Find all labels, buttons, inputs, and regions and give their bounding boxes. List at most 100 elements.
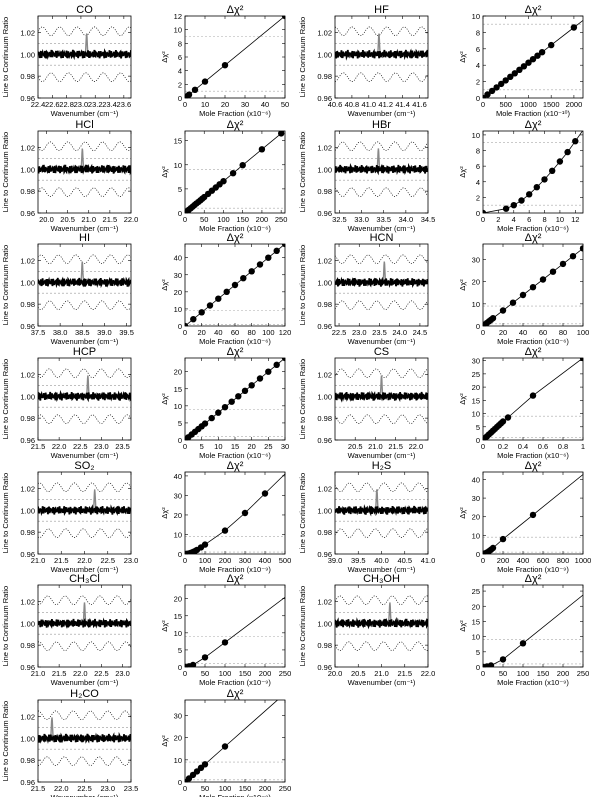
- data-point: [248, 268, 255, 275]
- spectrum-data-line: [335, 276, 428, 289]
- x-tick-label: 20.5: [60, 215, 75, 224]
- y-axis-label: Line to Continuum Ratio: [1, 245, 10, 325]
- panel-title: CS: [374, 346, 389, 358]
- data-point: [240, 275, 247, 282]
- x-tick-label: 200: [219, 556, 232, 565]
- plot-area: [483, 131, 583, 213]
- x-tick-label: 50: [200, 215, 208, 224]
- noise-envelope-lower: [38, 414, 131, 424]
- x-tick-label: 0.2: [498, 442, 508, 451]
- delta-chi2-curve: [185, 473, 285, 554]
- data-point: [190, 316, 197, 323]
- x-tick-label: 400: [259, 556, 272, 565]
- y-tick-label: 1.02: [20, 712, 35, 721]
- y-tick-label: 0.96: [317, 94, 332, 103]
- y-tick-label: 0: [476, 94, 480, 103]
- data-point: [221, 639, 229, 646]
- x-tick-label: 0: [481, 556, 485, 565]
- data-point: [484, 91, 491, 98]
- data-point: [256, 261, 264, 268]
- y-tick-label: 0: [178, 436, 182, 445]
- x-tick-label: 0: [481, 669, 485, 678]
- x-tick-label: 2000: [566, 100, 583, 109]
- plot-area: [335, 141, 428, 197]
- data-point: [185, 322, 189, 326]
- y-axis-label: Line to Continuum Ratio: [298, 245, 307, 325]
- data-point: [529, 392, 537, 399]
- y-tick-label: 4: [476, 178, 480, 187]
- x-tick-label: 20.5: [348, 442, 363, 451]
- y-tick-label: 20: [174, 368, 182, 377]
- x-axis-label: Wavenumber (cm⁻¹): [348, 337, 416, 346]
- x-tick-label: 0.6: [538, 442, 548, 451]
- panel-H2CO-delta-chi2: Δχ² 0 50 100 150 200 250 0 10 20 30 Mole Fraction (…: [160, 688, 291, 797]
- data-point: [499, 656, 507, 663]
- data-point: [533, 184, 540, 191]
- x-tick-label: 38.0: [53, 328, 68, 337]
- data-point: [261, 490, 269, 497]
- data-point: [538, 49, 546, 56]
- spectrum-data-line: [335, 616, 428, 630]
- x-tick-label: 21.5: [52, 669, 67, 678]
- y-tick-label: 5: [178, 646, 182, 655]
- x-tick-label: 2: [496, 215, 500, 224]
- spectrum-data-line: [38, 617, 131, 629]
- x-tick-label: 23.0: [124, 556, 139, 565]
- data-point: [526, 191, 533, 198]
- x-tick-label: 33.0: [354, 215, 369, 224]
- y-tick-label: 20: [174, 734, 182, 743]
- data-point: [221, 404, 229, 411]
- x-tick-label: 60: [539, 328, 547, 337]
- y-axis-label: Δχ²: [160, 279, 169, 291]
- x-tick-label: 23.5: [124, 784, 139, 793]
- data-point: [223, 288, 230, 295]
- axes-frame: [37, 584, 132, 668]
- y-tick-label: 1.02: [317, 370, 332, 379]
- data-point: [549, 268, 557, 275]
- data-point: [258, 146, 266, 153]
- y-tick-label: 0: [476, 663, 480, 672]
- x-tick-label: 60: [231, 328, 239, 337]
- y-tick-label: 1.00: [317, 278, 332, 287]
- y-tick-label: 20: [472, 278, 480, 287]
- data-point: [549, 167, 556, 174]
- y-tick-label: 30: [472, 256, 480, 265]
- data-point: [493, 84, 500, 91]
- noise-envelope-upper: [38, 710, 131, 721]
- y-tick-label: 0.96: [317, 550, 332, 559]
- panel-title: CH₃Cl: [69, 573, 100, 585]
- panel-title: Δχ²: [227, 573, 244, 585]
- axes-frame: [482, 130, 584, 214]
- x-tick-label: 23.4: [102, 100, 117, 109]
- noise-envelope-upper: [38, 368, 131, 379]
- x-tick-label: 0: [183, 100, 187, 109]
- spectrum-data-line: [335, 390, 428, 403]
- panel-title: Δχ²: [227, 688, 244, 700]
- data-point: [520, 63, 528, 70]
- panel-CH3OH-spectrum: CH₃OH 20.0 20.5 21.0 21.5 22.0 0.96 0.98 1.00 1.0…: [298, 573, 435, 687]
- x-tick-label: 22.5: [77, 784, 92, 793]
- y-tick-label: 1.02: [317, 484, 332, 493]
- plot-area: [185, 358, 285, 440]
- x-tick-label: 0: [183, 442, 187, 451]
- data-point: [239, 162, 246, 169]
- x-tick-label: 15: [231, 442, 239, 451]
- x-tick-label: 100: [262, 328, 275, 337]
- x-tick-label: 39.0: [97, 328, 112, 337]
- x-tick-label: 10: [556, 215, 564, 224]
- y-tick-label: 0.98: [20, 414, 35, 423]
- x-tick-label: 21.5: [388, 442, 403, 451]
- data-point: [570, 24, 578, 31]
- y-axis-label: Δχ²: [458, 166, 467, 178]
- x-axis-label: Mole Fraction (x10⁻⁹): [199, 565, 271, 574]
- x-tick-label: 41.0: [421, 556, 436, 565]
- x-tick-label: 200: [497, 556, 510, 565]
- plot-area: [185, 244, 285, 326]
- x-tick-label: 39.0: [328, 556, 343, 565]
- x-tick-label: 40.5: [397, 556, 412, 565]
- data-point: [519, 640, 527, 647]
- x-tick-label: 50: [201, 784, 209, 793]
- noise-envelope-upper: [38, 141, 131, 152]
